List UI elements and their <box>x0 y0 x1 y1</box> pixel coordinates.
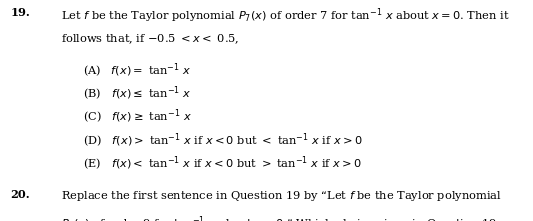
Text: (A)   $f(x) =$ tan$^{-1}$ $x$: (A) $f(x) =$ tan$^{-1}$ $x$ <box>83 62 191 80</box>
Text: Let $f$ be the Taylor polynomial $P_7(x)$ of order 7 for tan$^{-1}$ $x$ about $x: Let $f$ be the Taylor polynomial $P_7(x)… <box>61 7 510 25</box>
Text: (D)   $f(x) >$ tan$^{-1}$ $x$ if $x < 0$ but $<$ tan$^{-1}$ $x$ if $x > 0$: (D) $f(x) >$ tan$^{-1}$ $x$ if $x < 0$ b… <box>83 131 362 150</box>
Text: $P_9(x)$ of order 9 for tan$^{-1}$ $x$ about $x = 0$.” Which choice given in Que: $P_9(x)$ of order 9 for tan$^{-1}$ $x$ a… <box>61 214 497 221</box>
Text: Replace the first sentence in Question 19 by “Let $f$ be the Taylor polynomial: Replace the first sentence in Question 1… <box>61 189 502 203</box>
Text: (E)   $f(x) <$ tan$^{-1}$ $x$ if $x < 0$ but $>$ tan$^{-1}$ $x$ if $x > 0$: (E) $f(x) <$ tan$^{-1}$ $x$ if $x < 0$ b… <box>83 155 361 173</box>
Text: (B)   $f(x) \leq$ tan$^{-1}$ $x$: (B) $f(x) \leq$ tan$^{-1}$ $x$ <box>83 85 191 103</box>
Text: 19.: 19. <box>11 7 30 18</box>
Text: (C)   $f(x) \geq$ tan$^{-1}$ $x$: (C) $f(x) \geq$ tan$^{-1}$ $x$ <box>83 108 191 126</box>
Text: 20.: 20. <box>11 189 30 200</box>
Text: follows that, if $-$0.5 $< x <$ 0.5,: follows that, if $-$0.5 $< x <$ 0.5, <box>61 32 240 46</box>
